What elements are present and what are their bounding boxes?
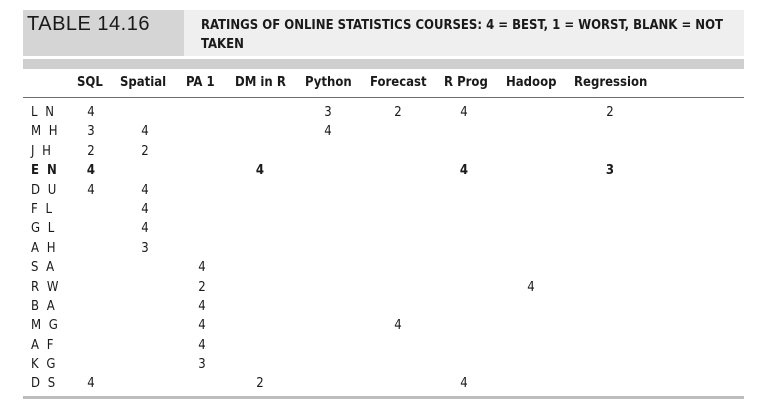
table-row: E N 4 4 4 3: [0, 161, 767, 180]
table-row: A F 4: [0, 336, 767, 355]
student-initials: A F: [31, 337, 56, 353]
table-row: S A 4: [0, 258, 767, 277]
table-row: G L 4: [0, 219, 767, 238]
bottom-rule: [23, 396, 744, 399]
column-header: Forecast: [370, 75, 427, 90]
rating-cell: 4: [87, 105, 95, 120]
student-initials: M H: [31, 124, 60, 140]
rating-cell: 4: [86, 163, 96, 179]
rating-cell: 4: [324, 124, 332, 140]
rating-cell: 4: [87, 376, 95, 392]
rating-cell: 2: [198, 279, 206, 295]
header-divider: [23, 97, 744, 98]
student-initials: G L: [31, 221, 57, 237]
rating-cell: 2: [606, 105, 614, 120]
column-header: PA 1: [186, 75, 215, 90]
student-initials: D U: [31, 182, 59, 198]
rating-cell: 4: [255, 163, 265, 179]
rating-cell: 4: [460, 105, 468, 120]
rating-cell: 4: [394, 318, 402, 334]
table-row: L N 4 3 2 4 2: [0, 103, 767, 122]
rating-cell: 4: [198, 260, 206, 276]
column-header: Hadoop: [506, 75, 557, 90]
table-label-box: TABLE 14.16: [23, 10, 184, 56]
rating-cell: 4: [460, 376, 468, 392]
table-number: TABLE 14.16: [27, 13, 150, 35]
table-row: F L 4: [0, 200, 767, 219]
top-rule: [23, 59, 744, 69]
table-caption: RATINGS OF ONLINE STATISTICS COURSES: 4 …: [201, 18, 724, 52]
caption-background: [184, 10, 744, 56]
student-initials: E N: [31, 163, 59, 179]
column-header: R Prog: [444, 75, 488, 90]
rating-cell: 4: [141, 201, 149, 217]
table-row: D S 4 2 4: [0, 374, 767, 393]
table-row: A H 3: [0, 239, 767, 258]
table-row: D U 4 4: [0, 181, 767, 200]
rating-cell: 3: [605, 163, 615, 179]
rating-cell: 3: [141, 240, 149, 256]
table-row: K G 3: [0, 355, 767, 374]
student-initials: K G: [31, 357, 58, 373]
rating-cell: 4: [198, 298, 206, 314]
student-initials: L N: [31, 105, 56, 120]
rating-cell: 4: [87, 182, 95, 198]
rating-cell: 2: [256, 376, 264, 392]
rating-cell: 4: [141, 124, 149, 140]
rating-cell: 4: [198, 318, 206, 334]
rating-cell: 4: [527, 279, 535, 295]
column-header: DM in R: [235, 75, 286, 90]
student-initials: B A: [31, 298, 57, 314]
student-initials: S A: [31, 260, 57, 276]
column-header: Spatial: [120, 75, 167, 90]
student-initials: A H: [31, 240, 58, 256]
rating-cell: 4: [141, 221, 149, 237]
rating-cell: 3: [198, 357, 206, 373]
rating-cell: 4: [459, 163, 469, 179]
rating-cell: 2: [394, 105, 402, 120]
table-row: B A 4: [0, 297, 767, 316]
student-initials: D S: [31, 376, 58, 392]
rating-cell: 4: [198, 337, 206, 353]
table-row: M H 3 4 4: [0, 122, 767, 141]
rating-cell: 2: [87, 143, 95, 159]
rating-cell: 2: [141, 143, 149, 159]
table-row: J H 2 2: [0, 142, 767, 161]
column-header: Regression: [574, 75, 648, 90]
column-header: Python: [305, 75, 352, 90]
column-header: SQL: [77, 75, 103, 90]
rating-cell: 3: [324, 105, 332, 120]
student-initials: J H: [31, 143, 53, 159]
table-row: M G 4 4: [0, 316, 767, 335]
rating-cell: 4: [141, 182, 149, 198]
student-initials: M G: [31, 318, 60, 334]
column-header-row: SQL Spatial PA 1 DM in R Python Forecast R Pro…: [0, 75, 767, 97]
student-initials: R W: [31, 279, 61, 295]
student-initials: F L: [31, 201, 54, 217]
rating-cell: 3: [87, 124, 95, 140]
table-row: R W 2 4: [0, 278, 767, 297]
